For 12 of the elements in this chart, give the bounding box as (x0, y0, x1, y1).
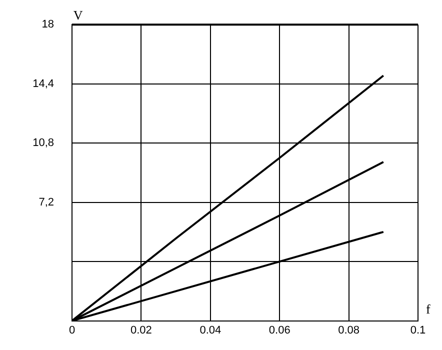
y-tick-label: 18 (42, 18, 54, 31)
y-axis-title: V (73, 8, 84, 23)
x-axis-title: f (426, 302, 431, 317)
y-tick-label: 7,2 (38, 196, 54, 208)
x-tick-label: 0.02 (130, 324, 152, 336)
x-tick-label: 0.04 (200, 324, 222, 336)
x-tick-label: 0.08 (338, 324, 360, 336)
y-tick-label: 10,8 (32, 137, 54, 150)
x-tick-label: 0.1 (410, 324, 426, 336)
x-tick-label: 0 (68, 324, 76, 336)
x-tick-label: 0.06 (268, 324, 290, 336)
y-tick-label: 14,4 (32, 78, 54, 90)
